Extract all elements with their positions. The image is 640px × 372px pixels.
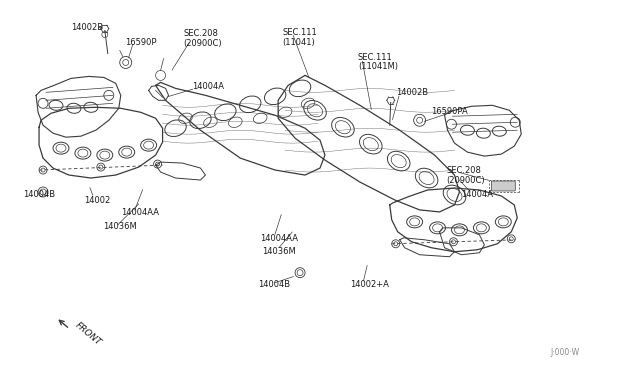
Text: 14002: 14002 xyxy=(84,196,110,205)
Text: (11041M): (11041M) xyxy=(358,62,398,71)
Text: 14004B: 14004B xyxy=(23,190,55,199)
Text: 14004B: 14004B xyxy=(258,280,291,289)
Text: FRONT: FRONT xyxy=(74,320,103,347)
Text: 14036M: 14036M xyxy=(262,247,296,256)
Text: 16590PA: 16590PA xyxy=(431,107,468,116)
FancyBboxPatch shape xyxy=(492,181,515,191)
Text: SEC.208: SEC.208 xyxy=(184,29,218,38)
Text: 14004AA: 14004AA xyxy=(121,208,159,217)
Text: SEC.111: SEC.111 xyxy=(282,28,317,36)
Text: (20900C): (20900C) xyxy=(447,176,485,185)
Text: (20900C): (20900C) xyxy=(184,39,222,48)
Text: 14002B: 14002B xyxy=(71,23,103,32)
Text: SEC.111: SEC.111 xyxy=(358,52,392,61)
Text: SEC.208: SEC.208 xyxy=(447,166,481,175)
Text: 14036M: 14036M xyxy=(103,222,136,231)
Text: (11041): (11041) xyxy=(282,38,315,46)
Text: 14004A: 14004A xyxy=(461,190,493,199)
Text: J·000·W: J·000·W xyxy=(550,348,579,357)
Text: 16590P: 16590P xyxy=(125,38,156,46)
Text: 14004A: 14004A xyxy=(193,82,225,92)
Text: 14002+A: 14002+A xyxy=(350,280,388,289)
Text: 14004AA: 14004AA xyxy=(260,234,298,243)
Text: 14002B: 14002B xyxy=(396,89,428,97)
